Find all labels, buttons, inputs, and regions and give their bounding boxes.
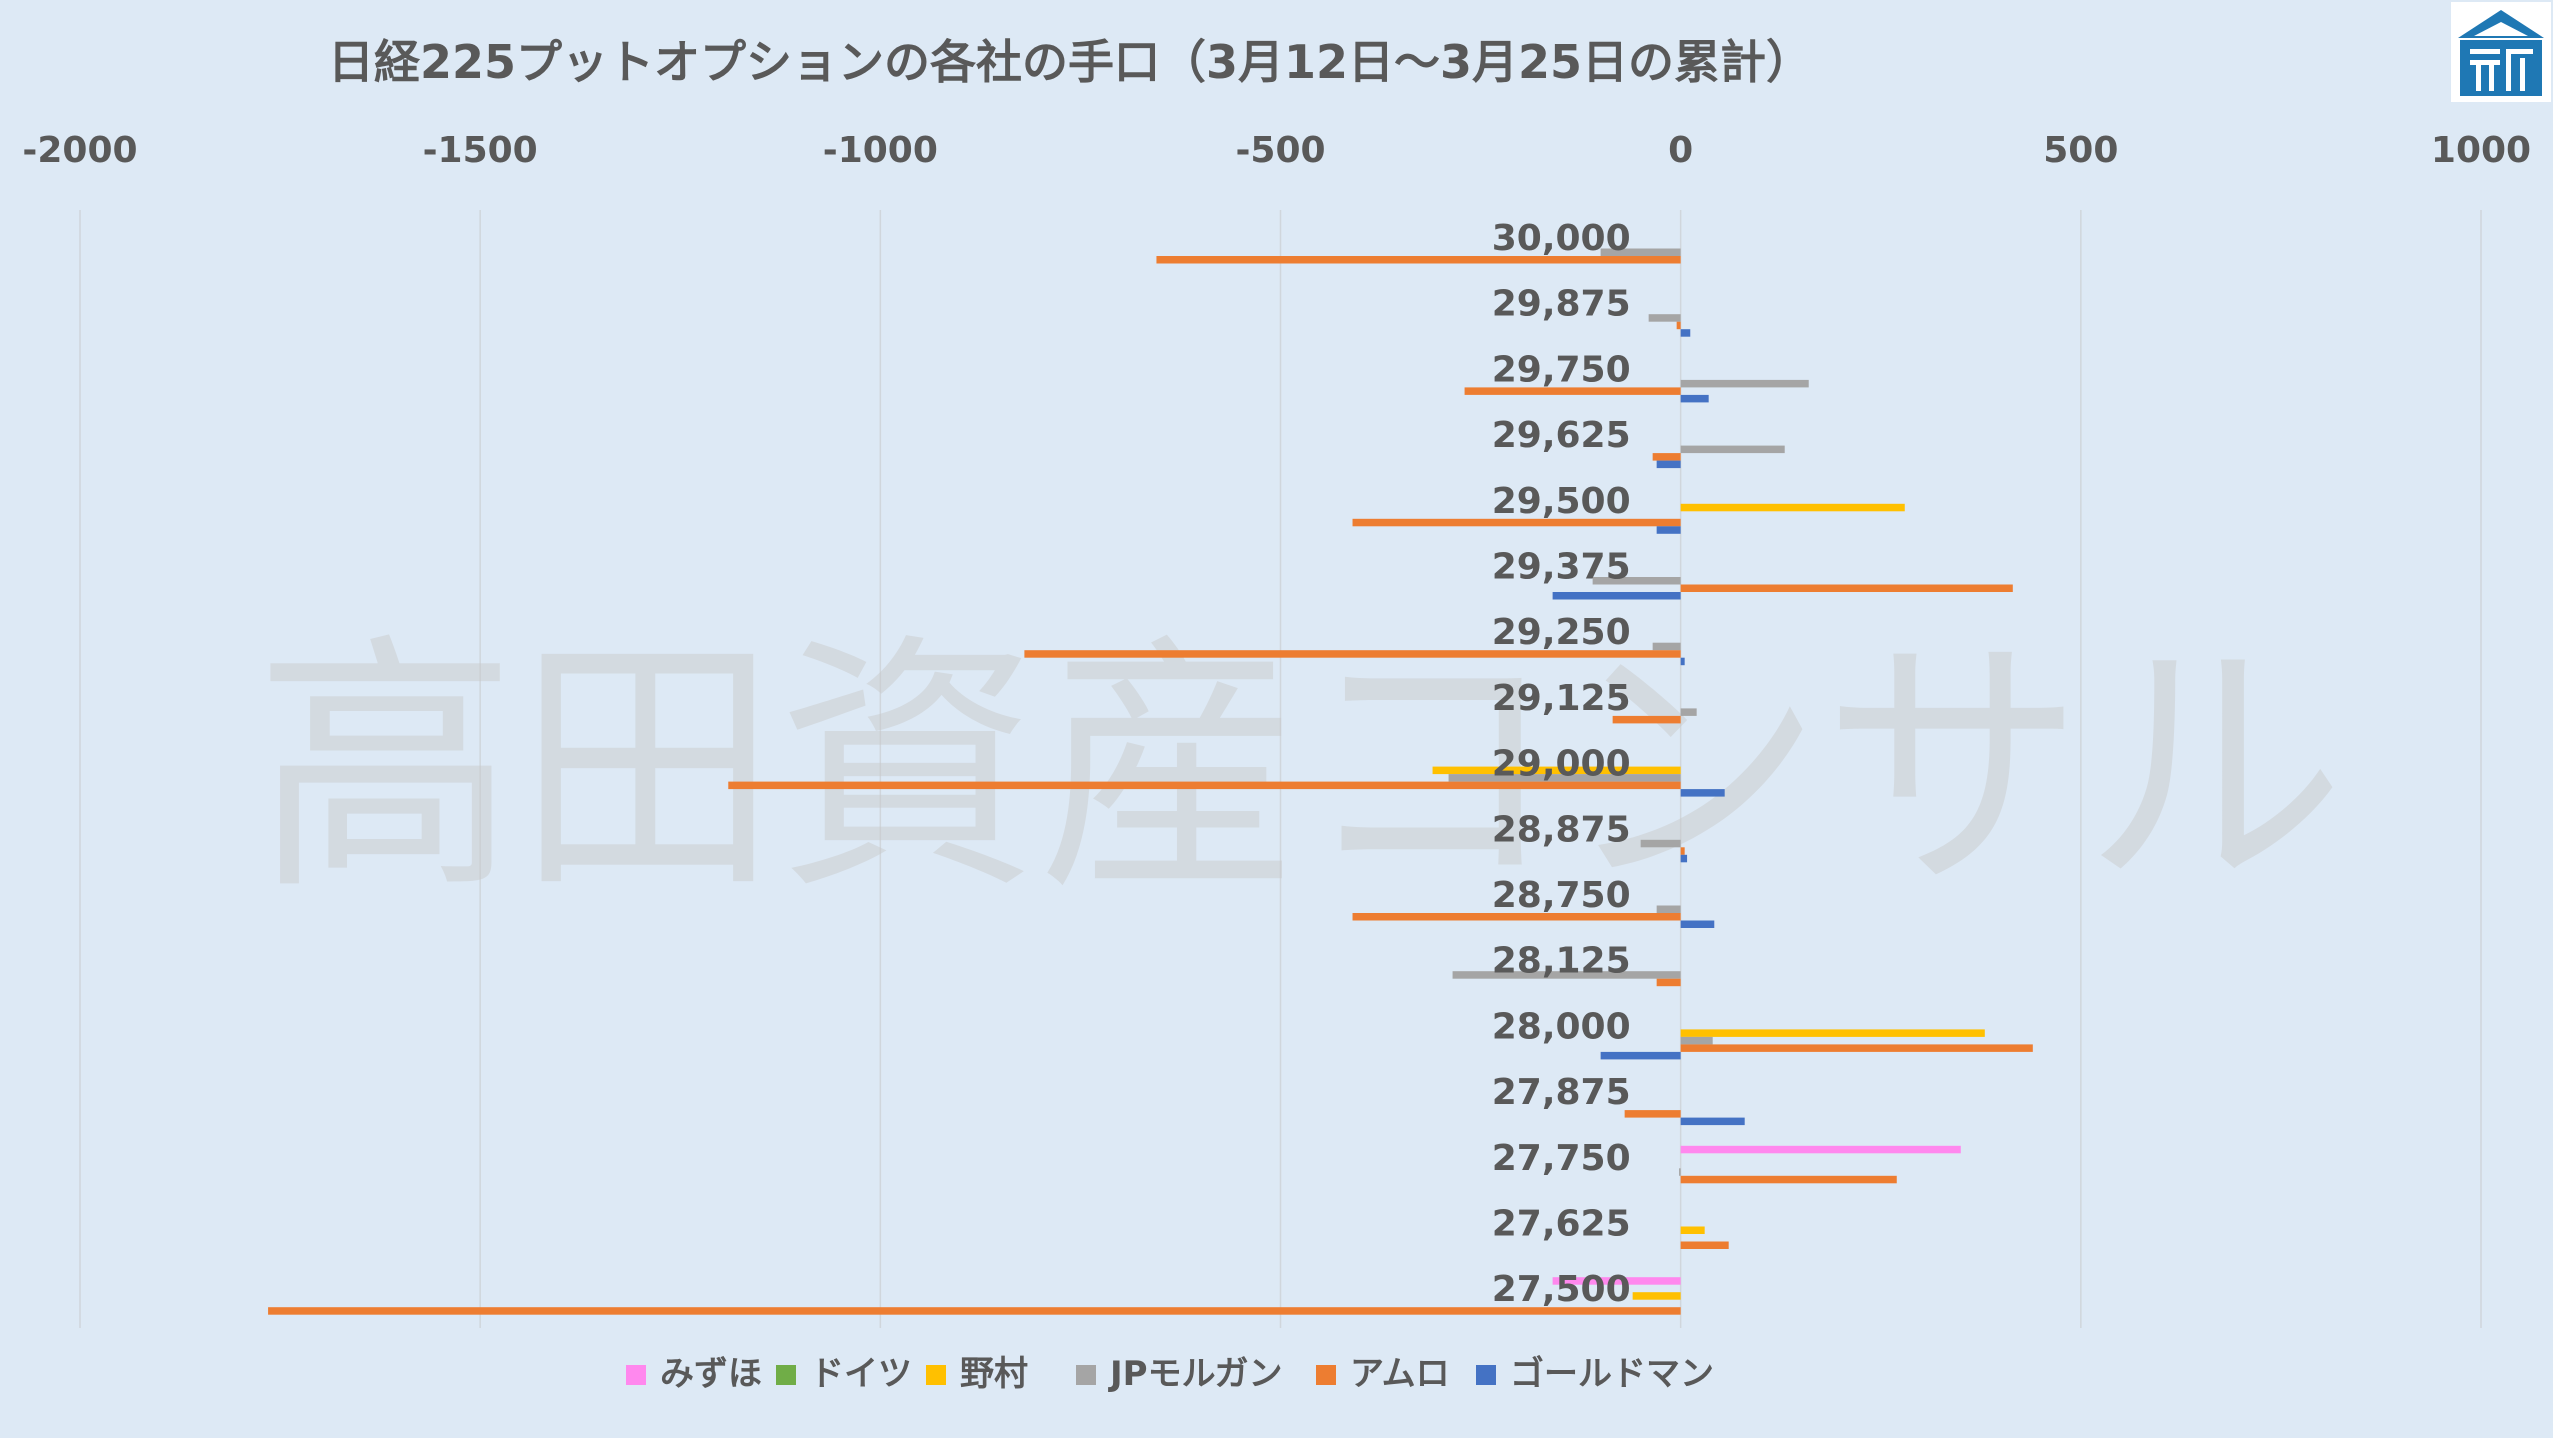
bar [1464, 387, 1681, 395]
bar [1676, 321, 1681, 330]
legend-label: みずほ [660, 1354, 762, 1394]
bar [1552, 592, 1681, 600]
bar [1680, 1029, 1985, 1037]
category-label: 28,125 [1492, 941, 1631, 982]
bar [1652, 642, 1681, 651]
category-label: 30,000 [1492, 218, 1631, 259]
category-label: 29,875 [1492, 284, 1631, 325]
category-label: 29,375 [1492, 547, 1631, 588]
bar [1680, 1241, 1729, 1249]
bar [1656, 978, 1681, 987]
bar [1432, 766, 1681, 775]
category-label: 27,500 [1492, 1269, 1631, 1310]
bar [1648, 314, 1681, 322]
bar-marks [268, 248, 2033, 1315]
category-label: 29,000 [1492, 744, 1631, 785]
bar [1624, 1110, 1681, 1118]
bar [1680, 584, 2013, 592]
bar [1024, 650, 1681, 658]
legend: みずほ ドイツ 野村 JPモルガン アムロ ゴールドマン [626, 1354, 1714, 1394]
bar [728, 781, 1681, 790]
takata-logo-icon [2451, 2, 2551, 102]
x-tick-label: 500 [2043, 130, 2118, 171]
bar [1680, 847, 1685, 855]
bar [1552, 1277, 1681, 1285]
category-label: 29,250 [1492, 612, 1631, 653]
bar [1612, 715, 1681, 724]
category-label: 27,625 [1492, 1204, 1631, 1245]
bar [1680, 854, 1688, 863]
category-label: 29,750 [1492, 349, 1631, 390]
x-tick-label: -1000 [823, 130, 938, 171]
bar [1600, 248, 1681, 256]
bar [1600, 1051, 1681, 1060]
chart-title: 日経225プットオプションの各社の手口（3月12日～3月25日の累計） [328, 35, 1812, 89]
bar [268, 1307, 1681, 1315]
category-label: 27,875 [1492, 1072, 1631, 1113]
legend-swatch [776, 1365, 796, 1385]
bar [1680, 1117, 1745, 1126]
x-tick-label: -500 [1235, 130, 1325, 171]
bar [1656, 460, 1681, 469]
category-label: 27,750 [1492, 1138, 1631, 1179]
bar [1448, 774, 1681, 782]
bar [1679, 1168, 1681, 1176]
legend-label: ゴールドマン [1510, 1354, 1714, 1394]
category-label: 28,750 [1492, 875, 1631, 916]
category-label: 29,125 [1492, 678, 1631, 719]
bar [1656, 526, 1681, 534]
bar [1680, 503, 1905, 512]
category-label: 28,000 [1492, 1006, 1631, 1047]
bar [1680, 1036, 1713, 1045]
x-tick-label: -2000 [22, 130, 137, 171]
bar [1452, 971, 1681, 979]
bar [1680, 445, 1785, 454]
bar [1680, 1175, 1897, 1184]
category-label: 29,625 [1492, 415, 1631, 456]
legend-label: アムロ [1350, 1354, 1450, 1394]
bar [1680, 708, 1697, 716]
bar [1680, 379, 1809, 388]
legend-swatch [1076, 1365, 1096, 1385]
bar [1680, 789, 1725, 797]
bar [1352, 518, 1681, 527]
legend-swatch [1316, 1365, 1336, 1385]
bar [1640, 839, 1681, 848]
x-tick-label: -1500 [423, 130, 538, 171]
bar [1656, 905, 1681, 913]
bar [1680, 1145, 1961, 1154]
bar [1632, 1292, 1681, 1300]
legend-label: ドイツ [810, 1354, 912, 1394]
bar [1156, 256, 1681, 264]
x-axis-tick-labels: -2000 -1500 -1000 -500 0 500 1000 [22, 130, 2531, 171]
legend-label: 野村 [960, 1354, 1028, 1394]
watermark: 高田資産コンサル [255, 611, 2345, 926]
category-label: 28,875 [1492, 809, 1631, 850]
bar [1680, 329, 1691, 337]
bar [1680, 394, 1709, 403]
bar [1592, 577, 1681, 585]
legend-swatch [926, 1365, 946, 1385]
category-labels: 30,000 29,875 29,750 29,625 29,500 29,375 29,2… [1492, 218, 1631, 1310]
bar [1680, 657, 1685, 666]
bar [1680, 1044, 2033, 1052]
x-tick-label: 1000 [2431, 130, 2531, 171]
legend-swatch [1476, 1365, 1496, 1385]
bar [1680, 1226, 1705, 1234]
legend-swatch [626, 1365, 646, 1385]
x-tick-label: 0 [1668, 130, 1693, 171]
bar [1680, 920, 1715, 928]
category-label: 29,500 [1492, 481, 1631, 522]
bar [1652, 453, 1681, 461]
bar [1352, 913, 1681, 921]
legend-label: JPモルガン [1108, 1354, 1283, 1394]
